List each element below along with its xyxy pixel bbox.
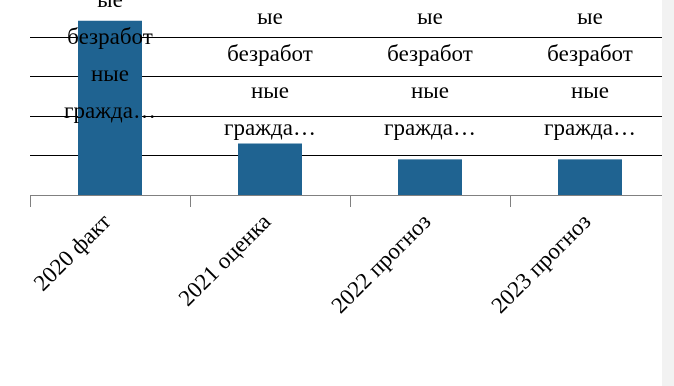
data-label-4: ые безработ ные гражда…: [544, 4, 636, 140]
x-tick-label-2: 2021 оценка: [174, 209, 276, 311]
data-label-3: ые безработ ные гражда…: [384, 4, 476, 140]
x-tick-label-4: 2023 прогноз: [486, 209, 595, 318]
bar-3: [398, 159, 462, 195]
data-label-2: ые безработ ные гражда…: [224, 4, 316, 140]
bar-4: [558, 159, 622, 195]
bar-2: [238, 143, 302, 195]
data-label-1: ыебезработныегражда…: [64, 0, 156, 123]
x-tick-label-3: 2022 прогноз: [326, 209, 435, 318]
x-tick-label-1: 2020 факт: [29, 209, 116, 296]
scroll-edge: [662, 0, 674, 386]
bar-1: [78, 20, 142, 196]
